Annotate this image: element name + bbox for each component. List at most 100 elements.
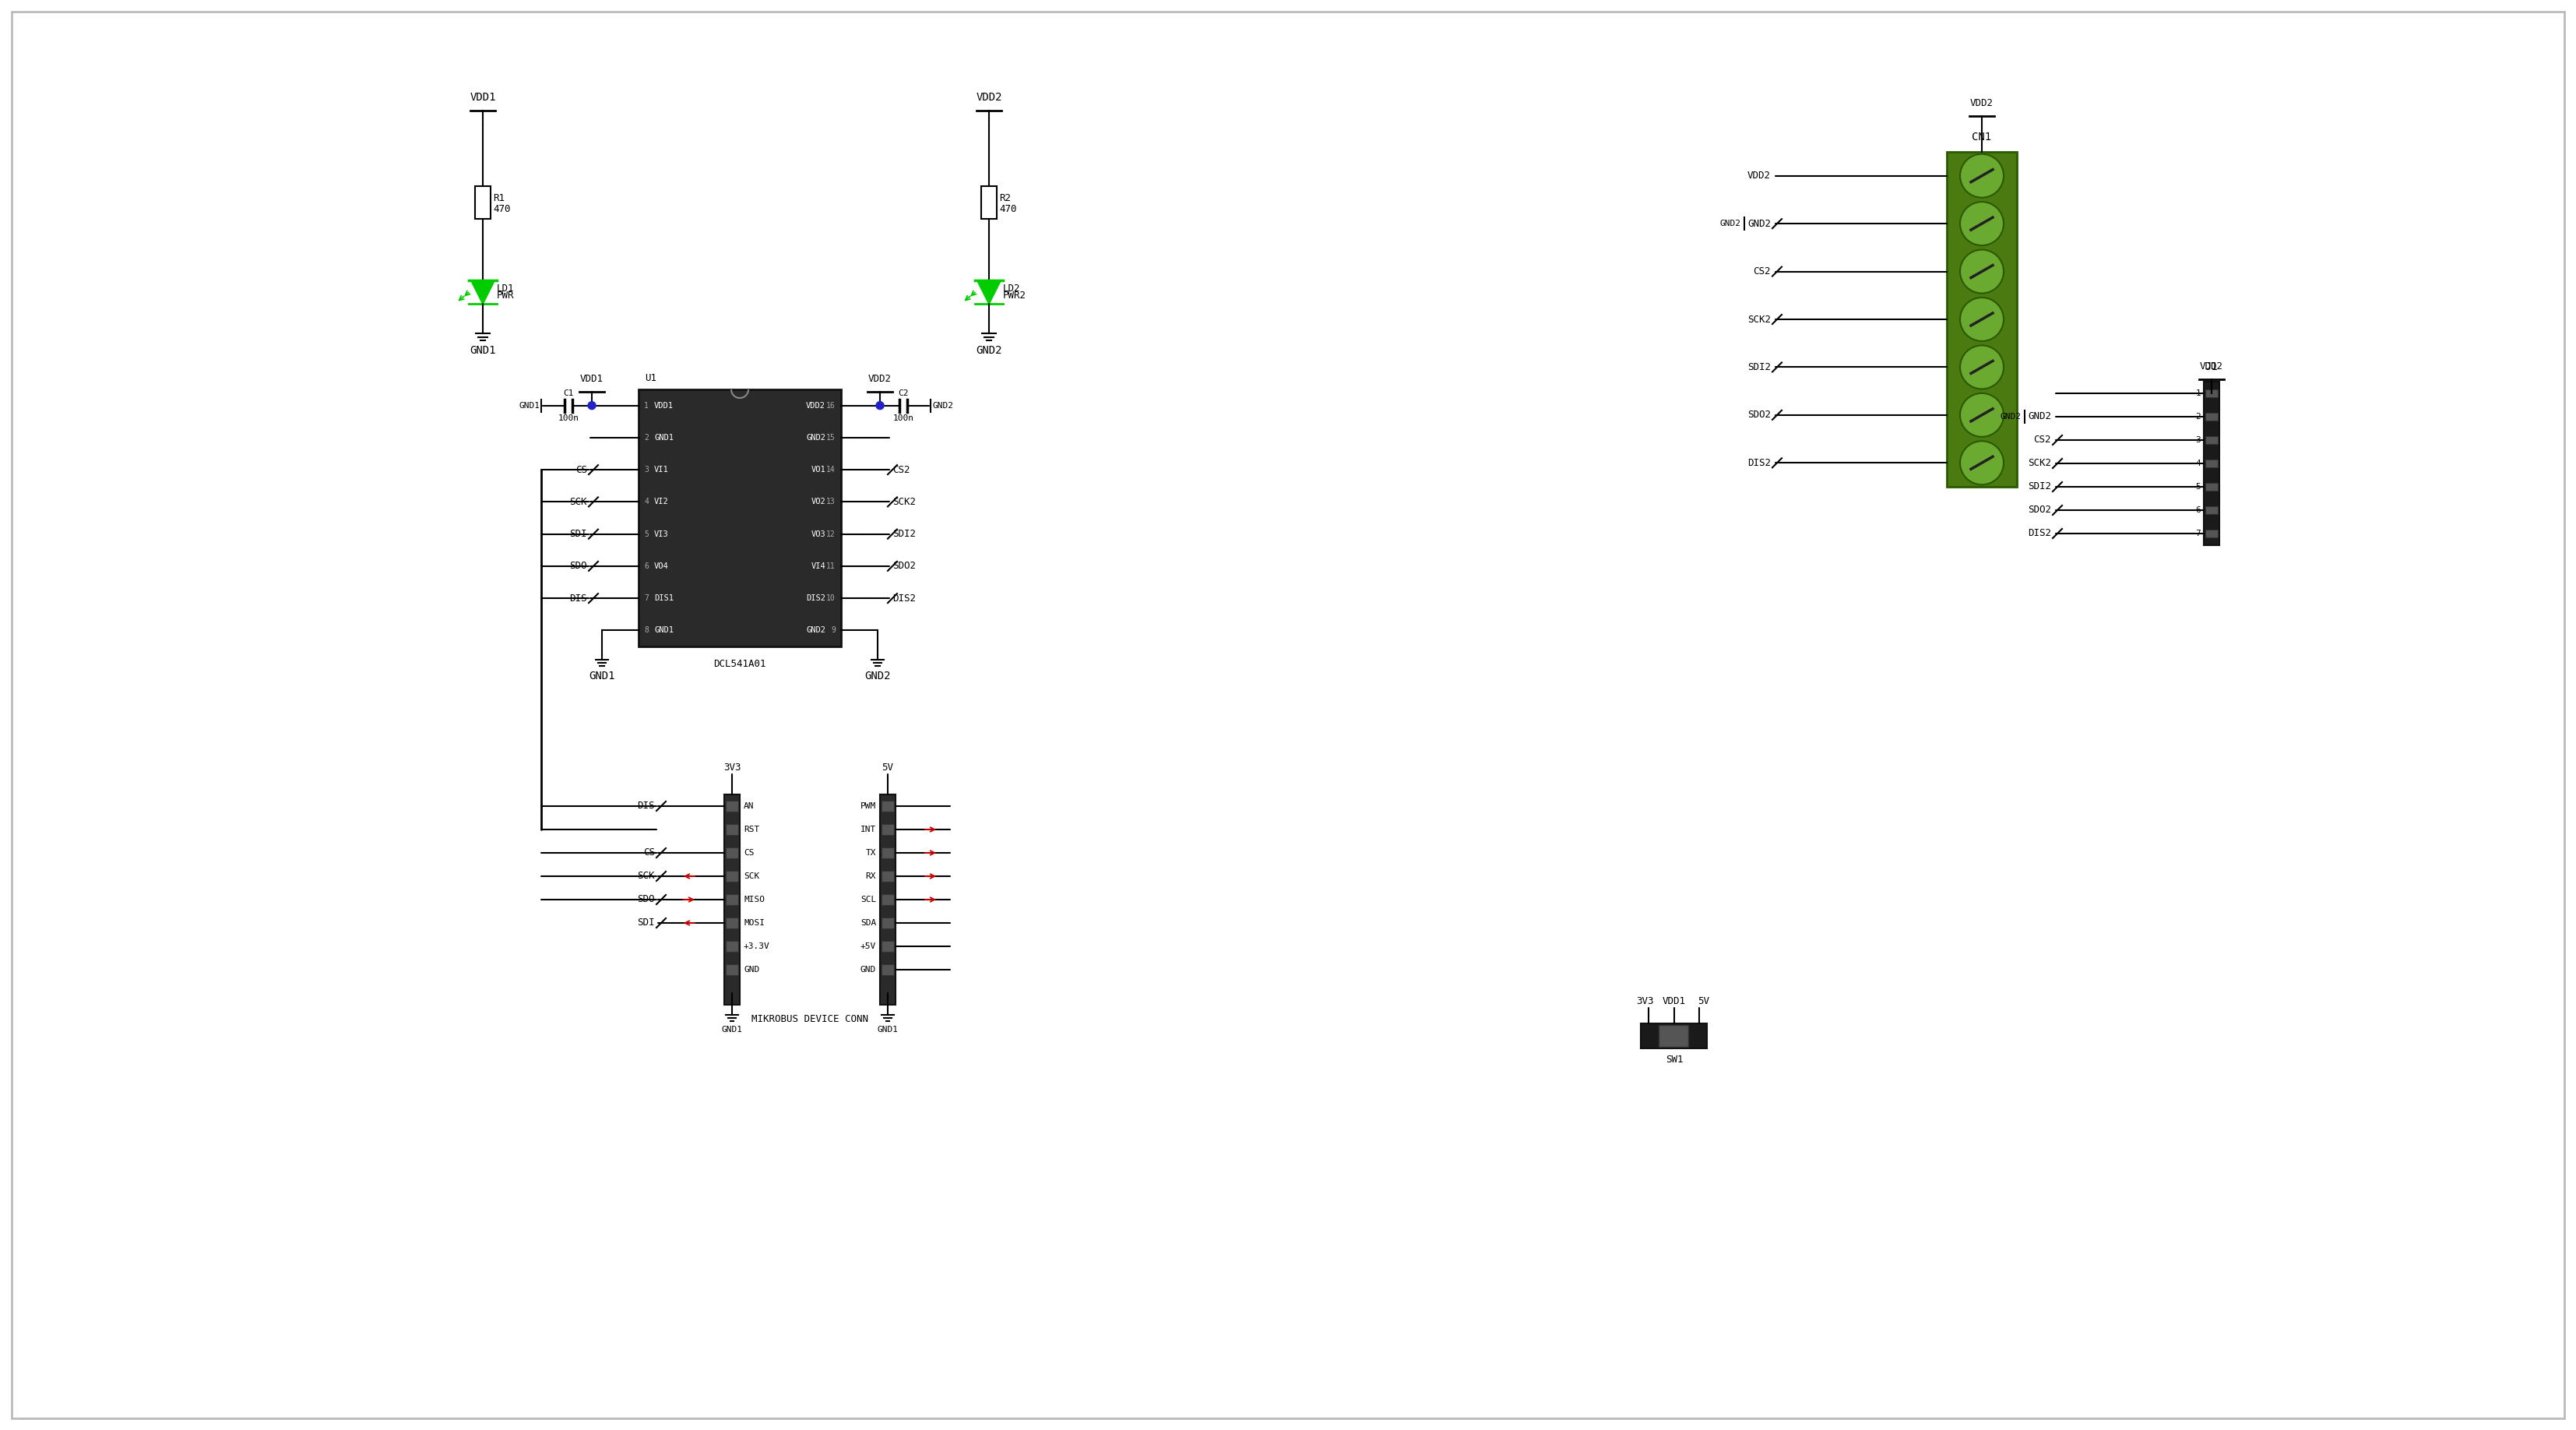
Text: GND2: GND2: [2027, 412, 2050, 422]
Text: 1: 1: [644, 402, 649, 409]
Text: 1: 1: [2195, 389, 2200, 398]
Text: GND1: GND1: [469, 345, 495, 356]
Text: DIS2: DIS2: [891, 593, 917, 603]
Text: VO3: VO3: [811, 531, 824, 538]
Text: 16: 16: [827, 402, 835, 409]
Bar: [1641, 1024, 1708, 1048]
Text: SDI: SDI: [636, 918, 654, 928]
Text: 9: 9: [832, 626, 835, 635]
Circle shape: [876, 402, 884, 409]
Text: VDD2: VDD2: [806, 402, 824, 409]
Text: 5V: 5V: [1698, 997, 1710, 1007]
Text: 5: 5: [2195, 483, 2200, 490]
Text: SW1: SW1: [1667, 1054, 1682, 1065]
Text: 13: 13: [827, 498, 835, 506]
Text: SDI2: SDI2: [2027, 482, 2050, 492]
Bar: [726, 894, 739, 905]
Text: GND2: GND2: [976, 345, 1002, 356]
Text: CS: CS: [574, 465, 587, 475]
Bar: [726, 871, 739, 882]
Text: VO4: VO4: [654, 562, 670, 571]
Text: GND2: GND2: [1721, 220, 1741, 227]
Text: DIS: DIS: [569, 593, 587, 603]
Text: VDD2: VDD2: [1747, 170, 1770, 180]
Text: 3V3: 3V3: [724, 762, 742, 772]
Text: SCK2: SCK2: [891, 496, 917, 508]
Text: VI4: VI4: [811, 562, 824, 571]
Text: GND: GND: [744, 965, 760, 974]
Text: 4: 4: [2195, 459, 2200, 468]
Text: 14: 14: [827, 466, 835, 473]
Text: CS: CS: [744, 849, 755, 857]
Text: CN1: CN1: [1973, 132, 1991, 143]
Text: RST: RST: [744, 825, 760, 834]
Text: 3V3: 3V3: [1636, 997, 1654, 1007]
Text: 15: 15: [827, 433, 835, 442]
Text: SDA: SDA: [860, 919, 876, 927]
Text: MIKROBUS DEVICE CONN: MIKROBUS DEVICE CONN: [752, 1014, 868, 1024]
Text: 10: 10: [827, 595, 835, 602]
Circle shape: [1960, 202, 2004, 246]
Text: 3: 3: [644, 466, 649, 473]
Text: GND1: GND1: [518, 402, 538, 409]
Text: 6: 6: [644, 562, 649, 571]
Text: R1: R1: [492, 193, 505, 203]
Bar: [2205, 436, 2218, 443]
Text: CS2: CS2: [2032, 435, 2050, 445]
Text: GND2: GND2: [806, 433, 824, 442]
Bar: [1947, 152, 2017, 486]
Circle shape: [1960, 154, 2004, 197]
Text: 5: 5: [644, 531, 649, 538]
Text: VDD2: VDD2: [976, 92, 1002, 103]
Text: GND1: GND1: [721, 1025, 742, 1034]
Bar: [981, 186, 997, 219]
Circle shape: [1960, 297, 2004, 342]
Bar: [881, 894, 894, 905]
Text: 4: 4: [644, 498, 649, 506]
Text: +3.3V: +3.3V: [744, 942, 770, 950]
Text: 7: 7: [644, 595, 649, 602]
Text: DIS2: DIS2: [1747, 458, 1770, 468]
Polygon shape: [471, 280, 495, 303]
Bar: [881, 871, 894, 882]
Text: C2: C2: [899, 389, 909, 398]
Bar: [2205, 413, 2218, 420]
Text: DIS1: DIS1: [654, 595, 672, 602]
Text: INT: INT: [860, 825, 876, 834]
Bar: [726, 964, 739, 975]
Circle shape: [587, 402, 595, 409]
Text: 12: 12: [827, 531, 835, 538]
Text: GND2: GND2: [1747, 219, 1770, 229]
Text: VDD1: VDD1: [580, 373, 603, 383]
Bar: [1659, 1025, 1687, 1047]
Bar: [881, 964, 894, 975]
Text: DIS2: DIS2: [2027, 529, 2050, 539]
Bar: [726, 824, 739, 835]
Text: SDI2: SDI2: [891, 529, 917, 539]
Text: 2: 2: [644, 433, 649, 442]
Text: PWR: PWR: [497, 290, 515, 300]
Text: SCK: SCK: [636, 871, 654, 881]
Text: 7: 7: [2195, 529, 2200, 538]
Text: LD1: LD1: [497, 283, 515, 293]
Circle shape: [1960, 440, 2004, 485]
Text: 11: 11: [827, 562, 835, 571]
Text: 100n: 100n: [894, 415, 914, 422]
Text: 3: 3: [2195, 436, 2200, 443]
Text: MOSI: MOSI: [744, 919, 765, 927]
Text: GND1: GND1: [590, 671, 616, 682]
Text: AN: AN: [744, 802, 755, 809]
Text: TX: TX: [866, 849, 876, 857]
Text: CS2: CS2: [891, 465, 909, 475]
Bar: [2205, 459, 2218, 468]
Bar: [724, 795, 739, 1005]
Text: PWR2: PWR2: [1002, 290, 1025, 300]
Text: SDO2: SDO2: [1747, 410, 1770, 420]
Bar: [474, 186, 489, 219]
Bar: [881, 848, 894, 858]
Text: 2: 2: [2195, 413, 2200, 420]
Text: SDO2: SDO2: [2027, 505, 2050, 515]
Text: DIS: DIS: [636, 801, 654, 811]
Text: SDI2: SDI2: [1747, 362, 1770, 372]
Text: SCK: SCK: [744, 872, 760, 879]
